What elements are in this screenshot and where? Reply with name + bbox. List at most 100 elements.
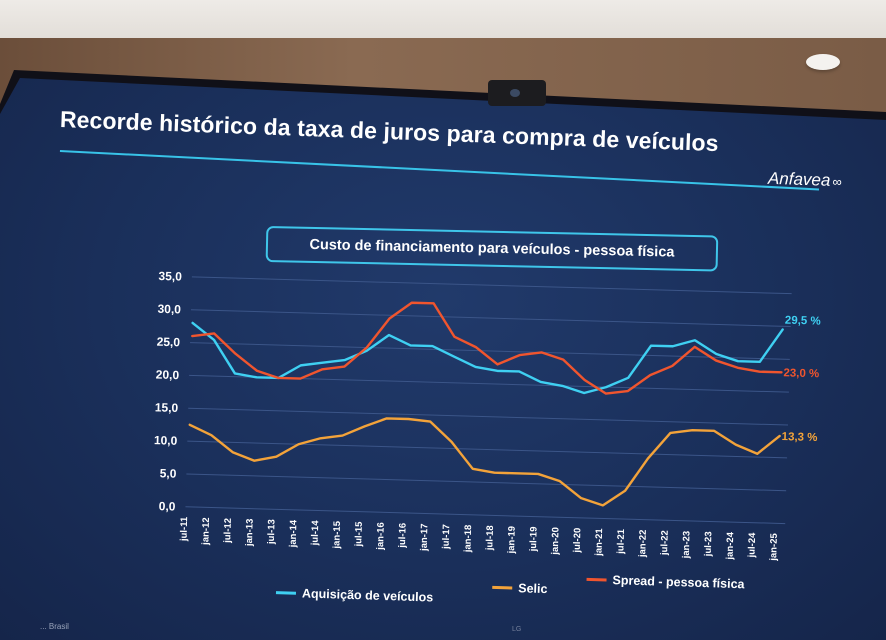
end-labels: 29,5 % 13,3 % 23,0 % (781, 315, 820, 444)
series-line (188, 417, 781, 507)
data-point (734, 443, 737, 446)
grid-line (187, 440, 788, 459)
webcam-lens (510, 89, 520, 97)
x-tick-label: jul-16 (397, 523, 409, 549)
grid-line (191, 276, 792, 295)
data-point (210, 434, 213, 437)
data-point (188, 423, 191, 426)
x-tick-label: jul-24 (746, 532, 758, 559)
data-point (562, 358, 565, 361)
y-tick-label: 35,0 (158, 269, 182, 284)
series-end-label: 29,5 % (785, 315, 821, 328)
data-point (537, 473, 539, 475)
data-point (475, 346, 477, 349)
x-tick-label: jul-22 (659, 530, 671, 556)
data-point (518, 354, 521, 356)
grid-line (188, 407, 788, 426)
series-end-label: 13,3 % (781, 431, 817, 444)
legend-swatch (492, 585, 513, 590)
data-point (496, 370, 499, 372)
x-tick-label: jul-19 (528, 526, 540, 552)
x-tick-label: jan-18 (462, 525, 474, 554)
y-tick-label: 15,0 (155, 400, 179, 415)
series-line (191, 301, 783, 395)
data-point (758, 370, 761, 373)
data-point (343, 359, 346, 361)
data-point (647, 457, 649, 460)
data-point (605, 392, 607, 395)
x-tick-label: jul-17 (441, 524, 453, 550)
data-point (256, 369, 258, 372)
data-point (759, 360, 761, 363)
data-point (781, 328, 784, 331)
x-tick-label: jan-17 (419, 523, 431, 552)
data-point (388, 317, 391, 320)
x-tick-label: jul-18 (484, 525, 496, 551)
data-point (672, 345, 674, 348)
data-point (431, 345, 434, 347)
y-tick-label: 0,0 (159, 499, 176, 513)
data-point (388, 334, 390, 336)
data-point (453, 355, 455, 358)
data-point (627, 377, 630, 379)
data-point (493, 471, 496, 474)
data-point (407, 418, 410, 420)
x-tick-label: jan-16 (375, 522, 387, 551)
data-point (515, 472, 518, 475)
data-point (605, 386, 607, 388)
x-tick-label: jan-21 (593, 528, 605, 557)
data-point (539, 381, 542, 383)
data-point (694, 339, 696, 342)
data-point (213, 339, 215, 341)
grid-line (190, 309, 791, 327)
x-tick-label: jul-20 (572, 528, 584, 554)
chart-legend: Aquisição de veículos Selic Spread - pesso… (275, 573, 746, 605)
x-tick-label: jul-11 (178, 516, 190, 542)
data-point (299, 364, 302, 367)
x-tick-label: jul-23 (703, 531, 715, 557)
tv-brand-logo: LG (512, 626, 522, 633)
chart-grid (185, 276, 792, 525)
data-point (255, 376, 258, 379)
legend-label: Spread - pessoa física (612, 573, 745, 591)
data-point (737, 366, 739, 369)
x-tick-label: jan-24 (724, 531, 736, 560)
x-tick-label: jul-14 (310, 520, 322, 547)
legend-label: Selic (518, 581, 548, 596)
data-point (474, 366, 477, 368)
data-point (321, 368, 324, 371)
data-point (559, 480, 561, 482)
data-point (780, 371, 783, 374)
grid-line (185, 506, 786, 525)
y-tick-label: 10,0 (154, 433, 178, 448)
data-point (715, 359, 717, 362)
data-point (341, 434, 344, 437)
source-note: ... Brasil (40, 622, 69, 631)
data-point (429, 420, 432, 423)
data-point (432, 302, 435, 305)
x-tick-label: jan-19 (506, 526, 518, 555)
data-point (669, 432, 672, 434)
data-point (213, 332, 215, 335)
data-point (234, 372, 236, 375)
x-tick-label: jan-13 (244, 518, 256, 547)
data-point (580, 497, 582, 499)
data-point (234, 352, 237, 355)
x-axis-ticks: jul-11 jan-12 jul-12 jan-13 jul-13 jan-14 jul-… (178, 516, 779, 562)
y-tick-label: 30,0 (157, 302, 181, 317)
data-point (693, 346, 696, 348)
data-point (540, 351, 543, 354)
x-tick-label: jan-22 (637, 529, 649, 558)
y-tick-label: 5,0 (160, 466, 177, 480)
data-point (299, 377, 302, 380)
grid-line (186, 473, 787, 492)
data-point (756, 452, 759, 455)
data-point (363, 425, 366, 428)
data-point (191, 335, 194, 337)
x-tick-label: jan-15 (331, 520, 343, 549)
data-point (277, 377, 280, 379)
data-point (671, 365, 674, 367)
data-point (624, 490, 626, 492)
data-point (583, 379, 586, 381)
